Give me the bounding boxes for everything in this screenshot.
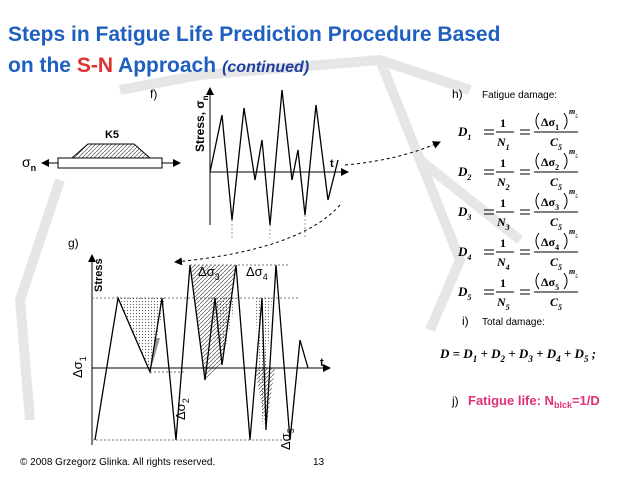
range-label: Δσ4	[246, 264, 268, 282]
denominator: C5	[550, 175, 562, 192]
paren	[563, 272, 568, 290]
denominator: C5	[550, 255, 562, 272]
exponent: m5	[569, 187, 578, 200]
paren	[563, 232, 568, 250]
label: j)	[451, 394, 459, 408]
numerator: Δσ3	[541, 195, 559, 212]
equation: D4 1 N4 Δσ4 m5 C5	[457, 227, 578, 272]
range-label: Δσ3	[198, 264, 220, 282]
plate	[57, 157, 163, 169]
equations: D1 1 N1 Δσ1 m5 C5 D2 1 N2 Δσ2 m5 C5 D3 1 N3 Δσ3 m5 C5 D4 1 N…	[457, 107, 578, 312]
equation: D1 1 N1 Δσ1 m5 C5	[457, 107, 578, 152]
background-crane	[14, 54, 524, 421]
paren	[563, 192, 568, 210]
numerator: Δσ5	[541, 275, 559, 292]
paren	[535, 272, 540, 290]
numerator: 1	[500, 156, 506, 170]
specimen-label: K5	[105, 129, 119, 141]
equation-lhs: D4	[457, 244, 471, 262]
denominator: N2	[496, 175, 510, 192]
numerator: Δσ2	[541, 155, 559, 172]
denominator: N3	[496, 215, 510, 232]
paren	[535, 152, 540, 170]
paren	[563, 152, 568, 170]
numerator: 1	[500, 196, 506, 210]
paren	[563, 112, 568, 130]
exponent: m5	[569, 227, 578, 240]
equation: D3 1 N3 Δσ3 m5 C5	[457, 187, 578, 232]
axis-y: Stress	[93, 258, 105, 292]
denominator: C5	[550, 135, 562, 152]
denominator: C5	[550, 295, 562, 312]
equation-lhs: D5	[457, 284, 471, 302]
total-damage: D = D1 + D2 + D3 + D4 + D5 ;	[439, 346, 596, 364]
numerator: 1	[500, 116, 506, 130]
equation-lhs: D1	[457, 124, 471, 142]
panel-f: f) K5 σn Stress, σn t	[22, 87, 349, 238]
numerator: 1	[500, 276, 506, 290]
equation: D5 1 N5 Δσ5 m5 C5	[457, 267, 578, 312]
label: i)	[462, 314, 469, 328]
exponent: m5	[569, 267, 578, 280]
heading: Fatigue damage:	[482, 90, 557, 101]
exponent: m5	[569, 147, 578, 160]
label: h)	[452, 87, 463, 101]
numerator: Δσ4	[541, 235, 559, 252]
axis-y: Stress, σn	[193, 95, 210, 152]
paren	[535, 192, 540, 210]
numerator: Δσ1	[541, 115, 559, 132]
page-number: 13	[313, 457, 325, 468]
range-label: Δσ1	[70, 356, 88, 378]
equation: D2 1 N2 Δσ2 m5 C5	[457, 147, 578, 192]
equation-lhs: D3	[457, 204, 471, 222]
denominator: N1	[496, 135, 510, 152]
copyright: © 2008 Grzegorz Glinka. All rights reser…	[20, 457, 215, 468]
paren	[535, 112, 540, 130]
equation-lhs: D2	[457, 164, 471, 182]
label: g)	[68, 236, 79, 250]
title-line1: Steps in Fatigue Life Prediction Procedu…	[8, 23, 500, 46]
paren	[535, 232, 540, 250]
weld	[70, 143, 152, 159]
numerator: 1	[500, 236, 506, 250]
range-labels: Δσ1 Δσ2 Δσ3 Δσ4 Δσ5	[70, 264, 296, 450]
axis-x: t	[330, 158, 334, 170]
denominator: N4	[496, 255, 510, 272]
exponent: m5	[569, 107, 578, 120]
range-label: Δσ2	[173, 398, 191, 420]
axis-x: t	[320, 357, 324, 369]
denominator: N5	[496, 295, 510, 312]
title-line2: on the S-N Approach (continued)	[8, 54, 309, 77]
panel-g: g) Stress t	[68, 236, 331, 445]
label: f)	[150, 87, 157, 101]
denominator: C5	[550, 215, 562, 232]
fatigue-life: Fatigue life: Nblck=1/D	[468, 393, 600, 410]
load-label: σn	[22, 154, 36, 173]
heading: Total damage:	[482, 317, 545, 328]
range-label: Δσ5	[278, 428, 296, 450]
